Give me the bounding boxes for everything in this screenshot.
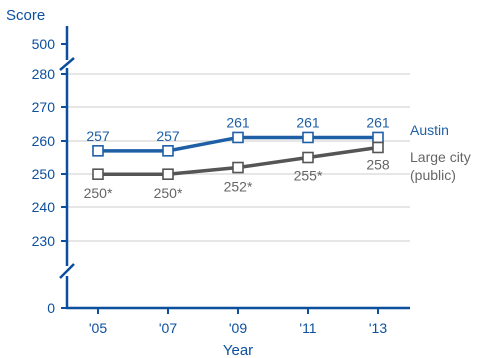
data-point (162, 168, 174, 180)
y-tick-label: 500 (32, 36, 56, 52)
y-tick-label: 280 (32, 66, 56, 82)
y-tick-label: 230 (32, 233, 56, 249)
x-tick-label: '09 (229, 320, 247, 336)
data-point (92, 168, 104, 180)
x-tick-label: '05 (89, 320, 107, 336)
series-labels: Austin Large city (public) (410, 122, 471, 183)
x-tick-label: '11 (299, 320, 316, 336)
data-label: 255* (294, 168, 323, 184)
series-label-large-city: Large city (410, 149, 471, 165)
gridlines (67, 73, 410, 242)
series (92, 131, 384, 180)
data-point (162, 145, 174, 157)
axis-break-mark (59, 57, 75, 71)
data-label: 250* (84, 185, 113, 201)
data-point (372, 131, 384, 144)
y-tick-label: 240 (32, 199, 56, 215)
series-label-austin: Austin (410, 122, 449, 138)
data-label: 258 (366, 156, 390, 172)
x-tick-label: '07 (159, 320, 177, 336)
y-tick-label: 260 (32, 133, 56, 149)
data-point (232, 131, 244, 144)
tick-labels: 500 280 270 260 250 240 230 0 '05 '07 '09 '11 '13 (32, 36, 388, 336)
series-label-large-city-sub: (public) (410, 167, 456, 183)
data-point (302, 131, 314, 144)
axes (59, 26, 410, 314)
data-point (92, 145, 104, 157)
data-label: 257 (156, 128, 180, 144)
y-tick-label: 270 (32, 99, 56, 115)
x-tick-label: '13 (369, 320, 387, 336)
y-tick-label: 250 (32, 166, 56, 182)
y-tick-label: 0 (47, 300, 55, 316)
data-point (372, 141, 384, 154)
data-label: 261 (296, 114, 320, 130)
data-label: 257 (86, 128, 110, 144)
data-point (302, 151, 314, 164)
data-label: 250* (154, 185, 183, 201)
data-label: 252* (224, 179, 253, 195)
data-point (232, 161, 244, 174)
data-labels: 257 257 261 261 261 250* 250* 252* 255* 258 (84, 114, 390, 201)
x-axis-label: Year (223, 342, 253, 358)
axis-break-mark (59, 263, 75, 279)
y-axis-label: Score (6, 7, 45, 24)
data-label: 261 (366, 114, 390, 130)
data-label: 261 (226, 114, 250, 130)
